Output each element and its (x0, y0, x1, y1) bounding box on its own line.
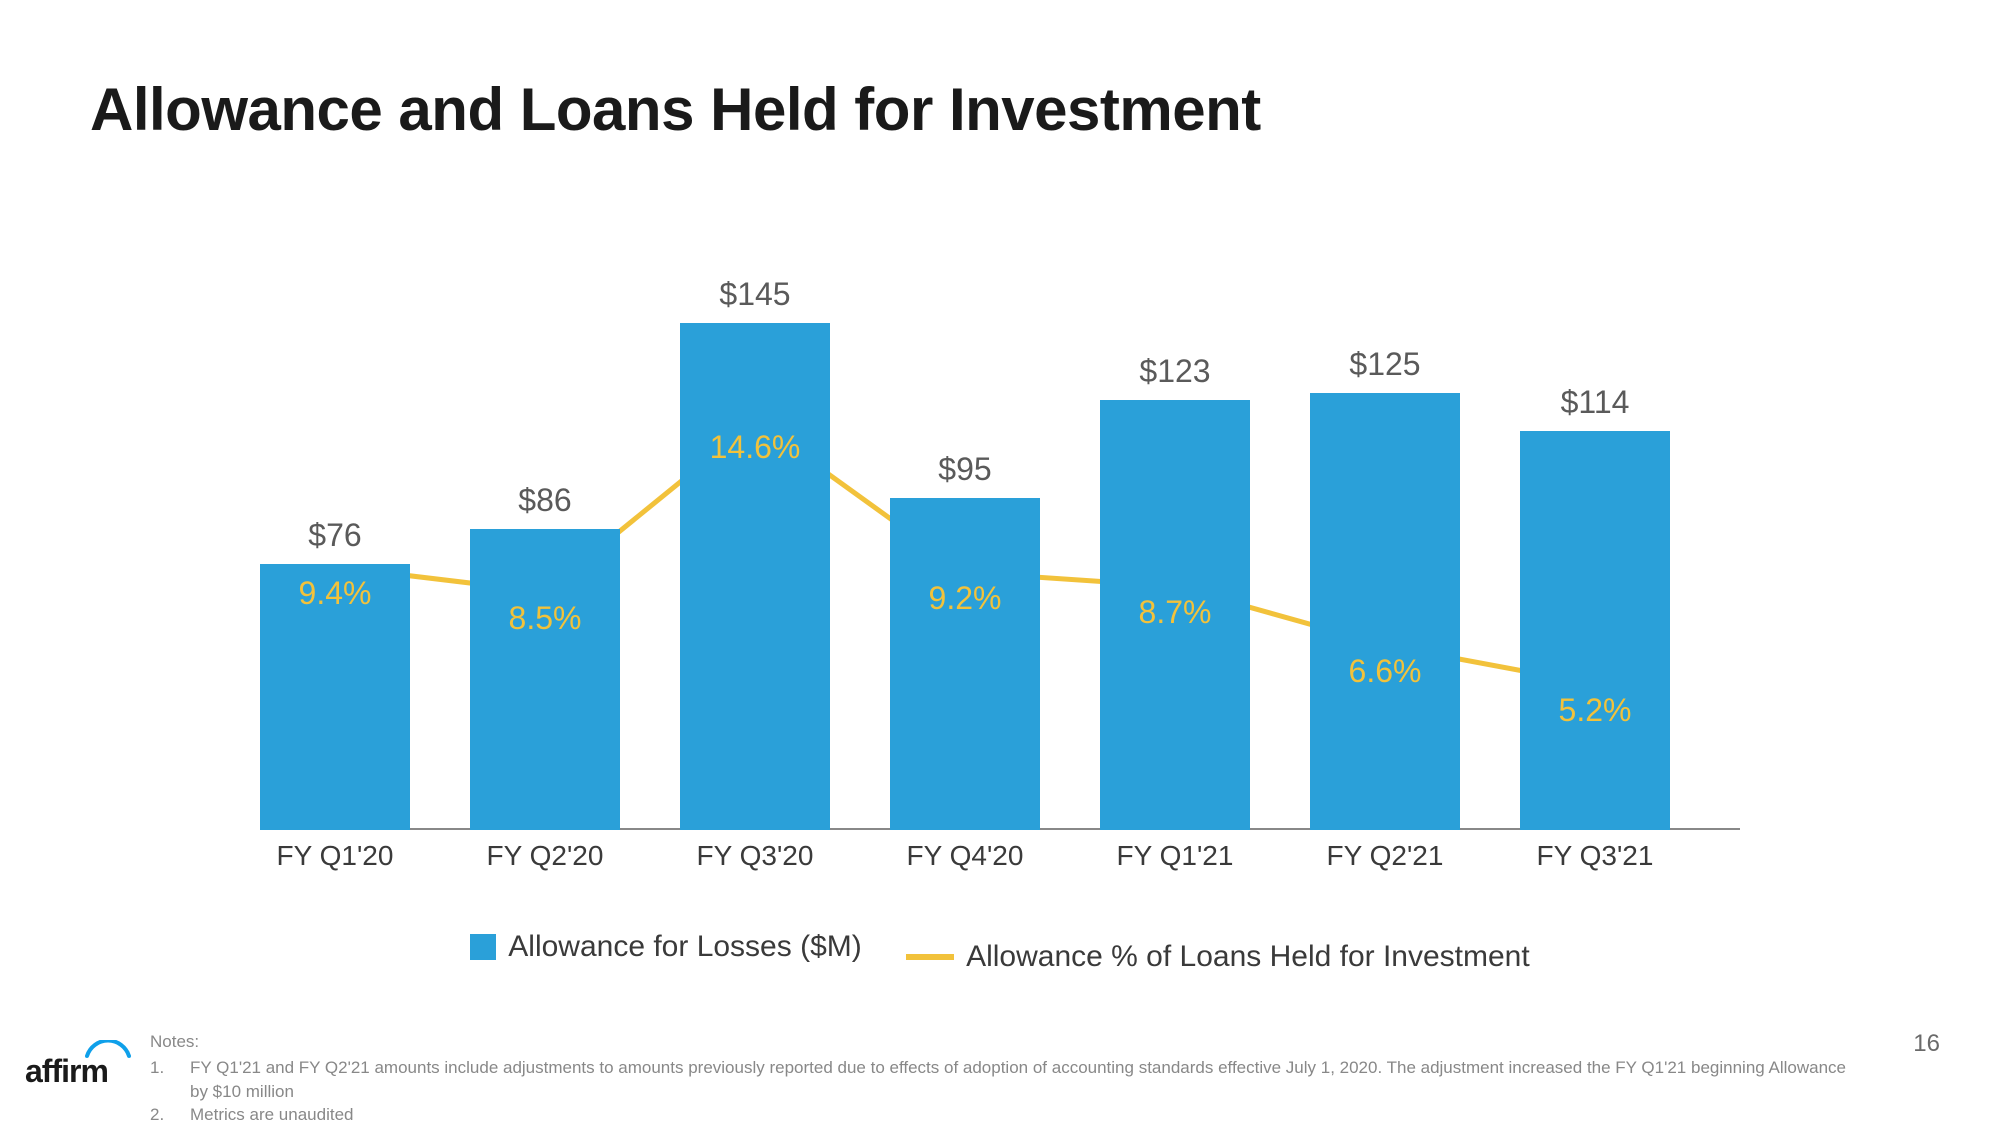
affirm-logo: affirm (25, 1040, 135, 1095)
svg-text:affirm: affirm (25, 1053, 108, 1089)
legend-swatch-bar (470, 934, 496, 960)
footnote-text: FY Q1'21 and FY Q2'21 amounts include ad… (190, 1056, 1850, 1104)
footnotes-title: Notes: (150, 1030, 1850, 1054)
x-tick-label: FY Q1'21 (1100, 840, 1250, 872)
legend-label-bar: Allowance for Losses ($M) (508, 930, 861, 964)
pct-label: 9.2% (890, 580, 1040, 617)
pct-label: 5.2% (1520, 692, 1670, 729)
chart-legend: Allowance for Losses ($M) Allowance % of… (260, 930, 1740, 974)
bar (680, 323, 830, 831)
pct-label: 9.4% (260, 575, 410, 612)
page-number: 16 (1913, 1030, 1940, 1058)
slide: Allowance and Loans Held for Investment … (0, 0, 2000, 1125)
pct-label: 8.7% (1100, 594, 1250, 631)
x-tick-label: FY Q2'20 (470, 840, 620, 872)
footnote-item: 2.Metrics are unaudited (150, 1103, 1850, 1127)
legend-label-line: Allowance % of Loans Held for Investment (966, 940, 1530, 974)
pct-label: 6.6% (1310, 653, 1460, 690)
bar-value-label: $123 (1100, 353, 1250, 390)
legend-item-bar: Allowance for Losses ($M) (470, 930, 861, 964)
x-tick-label: FY Q4'20 (890, 840, 1040, 872)
x-tick-label: FY Q1'20 (260, 840, 410, 872)
footnote-number: 2. (150, 1103, 190, 1127)
bar-value-label: $125 (1310, 346, 1460, 383)
footnote-number: 1. (150, 1056, 190, 1104)
x-tick-label: FY Q3'20 (680, 840, 830, 872)
bar-value-label: $95 (890, 451, 1040, 488)
footnote-item: 1.FY Q1'21 and FY Q2'21 amounts include … (150, 1056, 1850, 1104)
footnote-text: Metrics are unaudited (190, 1103, 353, 1127)
bar-value-label: $86 (470, 482, 620, 519)
bar-value-label: $76 (260, 517, 410, 554)
legend-item-line: Allowance % of Loans Held for Investment (906, 940, 1530, 974)
bar (890, 498, 1040, 831)
bar (1310, 393, 1460, 831)
x-tick-label: FY Q3'21 (1520, 840, 1670, 872)
legend-swatch-line (906, 954, 954, 960)
footnotes: Notes: 1.FY Q1'21 and FY Q2'21 amounts i… (150, 1030, 1850, 1127)
pct-label: 14.6% (680, 429, 830, 466)
chart-plot-area: $76 9.4% $86 8.5% $145 14.6% $95 9.2% $123 8.7% $1… (260, 270, 1740, 830)
bar-value-label: $114 (1520, 384, 1670, 421)
slide-title: Allowance and Loans Held for Investment (90, 75, 1261, 144)
combo-chart: $76 9.4% $86 8.5% $145 14.6% $95 9.2% $123 8.7% $1… (260, 270, 1740, 870)
bar (470, 529, 620, 830)
bar (1520, 431, 1670, 830)
bar-value-label: $145 (680, 276, 830, 313)
x-axis-labels: FY Q1'20 FY Q2'20 FY Q3'20 FY Q4'20 FY Q1'21… (260, 840, 1740, 880)
affirm-logo-svg: affirm (25, 1040, 135, 1090)
x-tick-label: FY Q2'21 (1310, 840, 1460, 872)
pct-label: 8.5% (470, 600, 620, 637)
